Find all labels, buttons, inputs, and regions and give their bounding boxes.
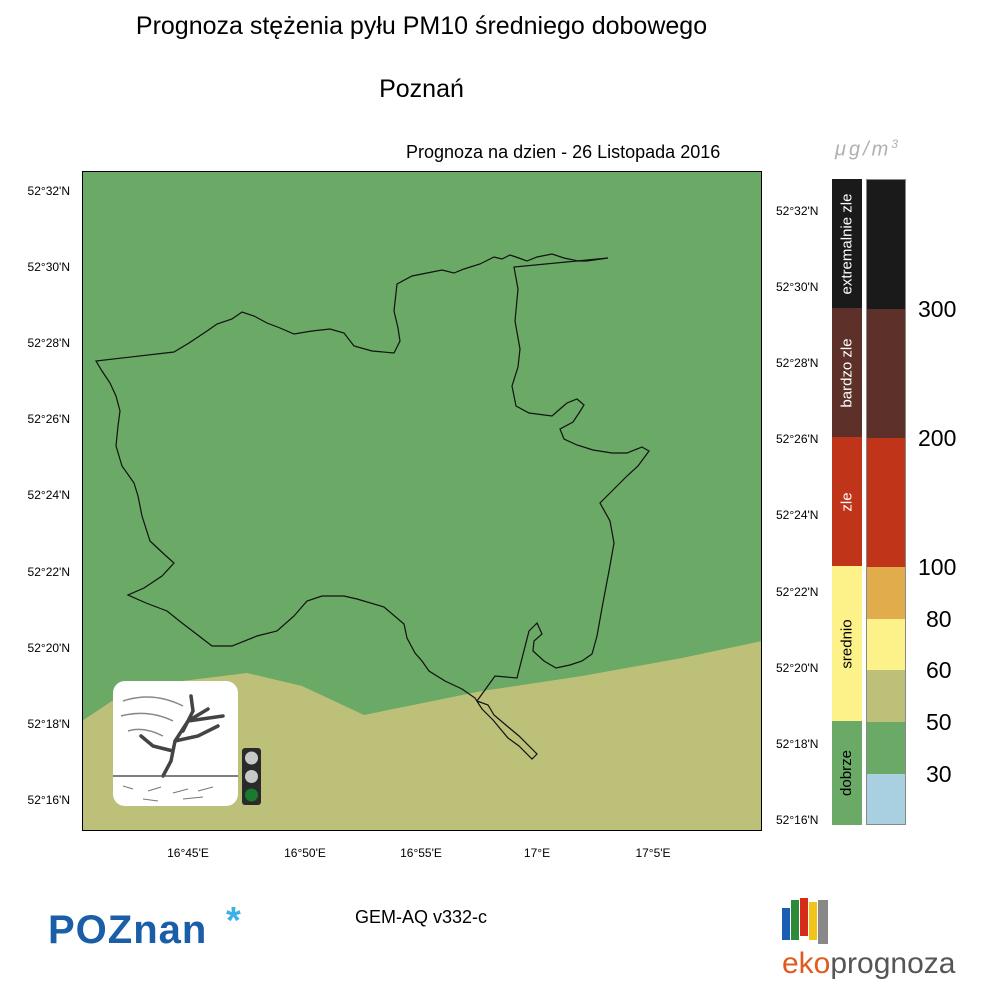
legend-value: 60: [926, 657, 952, 683]
legend-scale-segment: [867, 722, 905, 774]
legend-scale-segment: [867, 567, 905, 619]
lat-label-left: 52°16'N: [27, 793, 70, 807]
lon-label: 16°45'E: [167, 846, 209, 860]
lon-label: 16°50'E: [284, 846, 326, 860]
legend-scale-segment: [867, 438, 905, 567]
legend-category-block: zle: [832, 437, 862, 566]
lon-label: 17°E: [523, 846, 551, 860]
page-title: Prognoza stężenia pyłu PM10 średniego do…: [135, 12, 708, 40]
legend-category-label: dobrze: [838, 750, 855, 796]
legend-value: 200: [918, 425, 957, 451]
ekoprognoza-logo[interactable]: ekoprognoza: [782, 947, 955, 981]
lat-label-left: 52°18'N: [27, 717, 70, 731]
legend-scale-segment: [867, 619, 905, 670]
weather-icon-group: [113, 681, 238, 806]
forecast-map[interactable]: [82, 171, 762, 831]
traffic-light-middle: [245, 770, 258, 783]
poznan-star-icon: *: [226, 900, 241, 942]
legend-category-label: bardzo zle: [838, 337, 855, 408]
legend-category-label: zle: [838, 491, 855, 512]
lat-label-left: 52°32'N: [27, 184, 70, 198]
legend-value: 100: [918, 554, 957, 580]
traffic-light-top: [245, 751, 258, 765]
poznan-logo-text: POZnan: [48, 908, 208, 952]
legend-category-label: extremalnie zle: [838, 193, 855, 294]
legend-category-block: bardzo zle: [832, 308, 862, 437]
poznan-logo[interactable]: POZnan *: [48, 900, 241, 953]
eko-prefix: eko: [782, 947, 831, 980]
lat-label-left: 52°30'N: [27, 260, 70, 274]
unit-base: m: [871, 138, 892, 161]
city-name: Poznań: [379, 75, 464, 103]
model-name: GEM-AQ v332-c: [355, 907, 488, 927]
lat-label-left: 52°22'N: [27, 565, 70, 579]
lat-label-right: 52°28'N: [776, 356, 819, 370]
legend-value: 300: [918, 296, 957, 322]
legend-scale-segment: [867, 180, 905, 309]
legend-value: 30: [926, 761, 952, 787]
legend-scale-segment: [867, 670, 905, 722]
legend-scale-bar: [866, 179, 906, 825]
lat-label-right: 52°24'N: [776, 508, 819, 522]
lon-label: 17°5'E: [635, 846, 671, 860]
legend-scale-segment: [867, 309, 905, 438]
forecast-date: Prognoza na dzien - 26 Listopada 2016: [406, 142, 721, 162]
lat-label-right: 52°26'N: [776, 432, 819, 446]
lon-label: 16°55'E: [400, 846, 442, 860]
lat-label-left: 52°20'N: [27, 641, 70, 655]
unit-prefix: μg: [835, 138, 864, 161]
legend-category-block: srednio: [832, 566, 862, 721]
lat-label-right: 52°32'N: [776, 204, 819, 218]
legend-categories: extremalnie zle bardzo zle zle srednio dobrz…: [832, 179, 862, 825]
legend-category-block: extremalnie zle: [832, 179, 862, 308]
lat-label-right: 52°18'N: [776, 737, 819, 751]
traffic-light-bottom: [245, 788, 258, 802]
lat-label-right: 52°30'N: [776, 280, 819, 294]
legend-category-block: dobrze: [832, 721, 862, 825]
lat-label-right: 52°16'N: [776, 813, 819, 827]
lat-label-left: 52°24'N: [27, 488, 70, 502]
lat-label-right: 52°22'N: [776, 585, 819, 599]
lat-label-right: 52°20'N: [776, 661, 819, 675]
legend-value: 50: [926, 709, 952, 735]
legend-value: 80: [926, 606, 952, 632]
legend-scale-segment: [867, 774, 905, 824]
ekoprognoza-bars-icon: [782, 898, 828, 944]
lat-label-left: 52°28'N: [27, 336, 70, 350]
lat-label-left: 52°26'N: [27, 412, 70, 426]
eko-suffix: prognoza: [830, 947, 956, 980]
traffic-light-icon: [242, 748, 261, 805]
legend-category-label: srednio: [838, 618, 855, 669]
poznan-city-boundary: [95, 253, 650, 760]
unit-slash: /: [863, 138, 872, 161]
unit-label: μg/m3: [835, 137, 901, 162]
unit-exponent: 3: [891, 137, 902, 151]
